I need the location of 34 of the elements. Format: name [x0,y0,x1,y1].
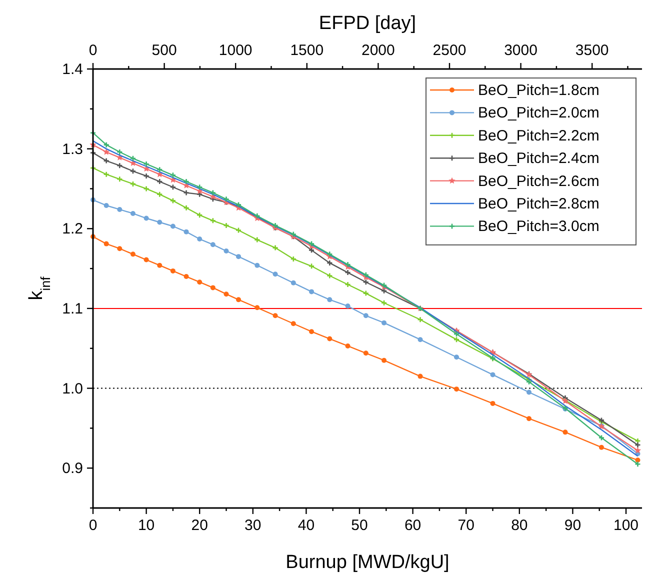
x2-tick-label: 500 [152,42,177,59]
x2-tick-label: 2000 [362,42,395,59]
x-tick-label: 90 [564,517,582,534]
x-tick-label: 20 [191,517,208,534]
y-tick-label: 1.4 [62,61,83,78]
y-tick-label: 1.1 [62,300,83,318]
x-tick-label: 30 [244,517,262,534]
legend-label: BeO_Pitch=2.8cm [478,196,600,212]
legend-label: BeO_Pitch=2.6cm [478,172,600,190]
x-tick-label: 50 [351,517,368,534]
legend-label: BeO_Pitch=2.4cm [478,150,600,168]
y-tick-label: 0.9 [62,460,83,478]
x-tick-label: 80 [511,517,528,534]
x2-tick-label: 3000 [504,42,538,59]
x2-tick-label: 2500 [432,42,466,59]
x-tick-label: 100 [613,517,639,534]
x-tick-label: 10 [138,517,155,534]
y-tick-label: 1.3 [62,140,83,158]
x-tick-label: 0 [88,517,98,534]
x-tick-label: 60 [404,517,422,534]
x2-tick-label: 1500 [290,42,324,59]
x2-tick-label: 3500 [575,42,609,59]
x-tick-label: 70 [458,517,474,534]
legend-label: BeO_Pitch=3.0cm [478,218,600,236]
y-tick-label: 1.0 [62,380,83,398]
x2-tick-label: 0 [88,42,98,59]
x2-tick-label: 1000 [218,42,252,59]
legend-label: BeO_Pitch=2.2cm [478,127,600,144]
x-axis-title: Burnup [MWD/kgU] [286,552,450,573]
legend-label: BeO_Pitch=1.8cm [478,82,600,99]
y-tick-label: 1.2 [62,220,83,238]
legend-label: BeO_Pitch=2.0cm [478,104,600,122]
x2-axis-title: EFPD [day] [318,13,416,34]
x-tick-label: 40 [298,517,315,534]
